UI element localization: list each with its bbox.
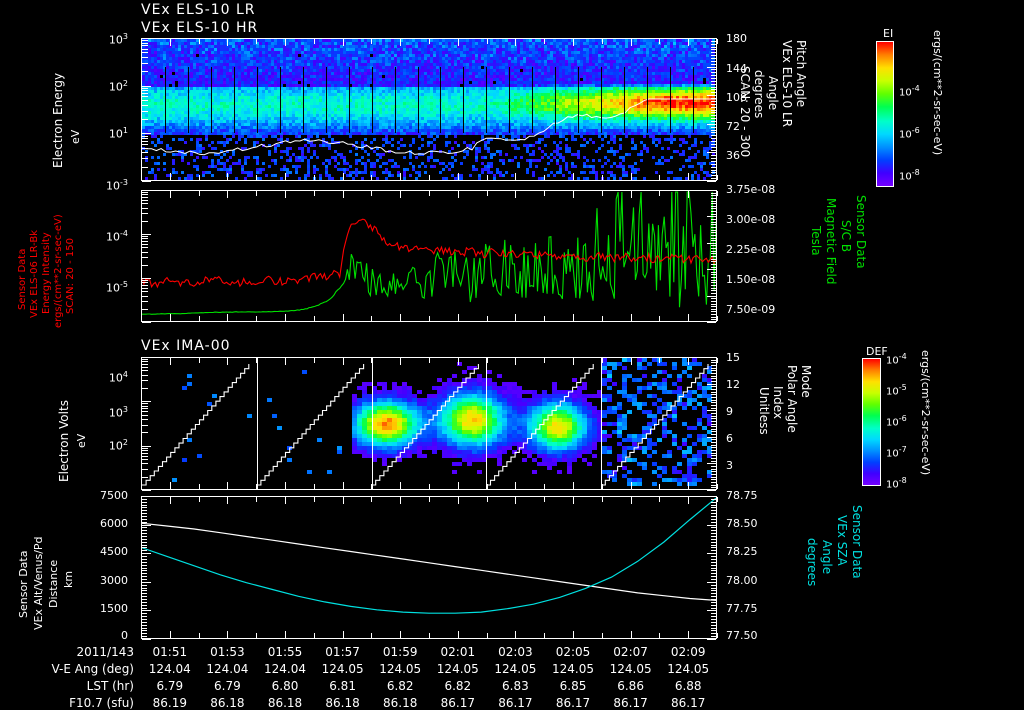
axis-tick-layer [0, 0, 1024, 708]
figure-canvas: VEx ELS-10 LR VEx ELS-10 HR Electron Ene… [0, 0, 1024, 708]
